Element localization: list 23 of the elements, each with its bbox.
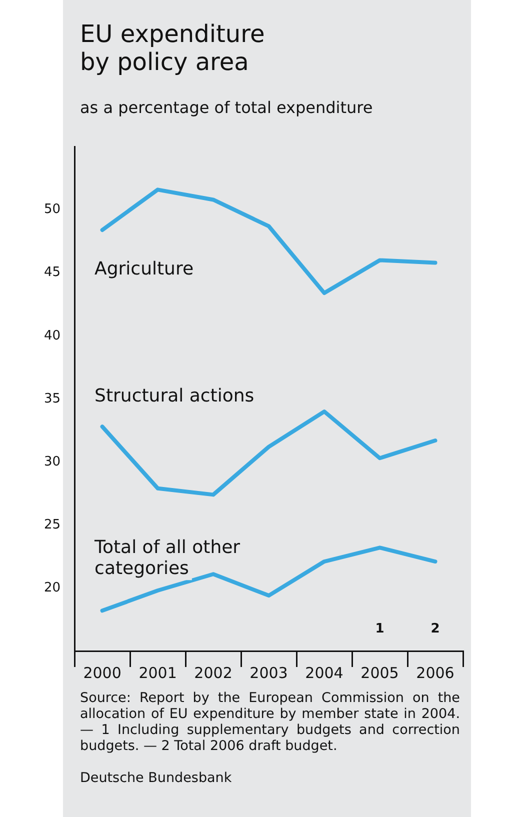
x-tick-label: 2000 xyxy=(83,664,122,682)
y-axis-title: as a percentage of total expenditure xyxy=(80,98,373,117)
y-tick-label: 35 xyxy=(44,391,61,406)
series-label: Structural actions xyxy=(94,385,254,406)
x-tick-label: 2003 xyxy=(250,664,288,682)
y-tick-label: 30 xyxy=(44,454,61,470)
y-tick-label: 45 xyxy=(44,265,61,280)
y-tick-label: 25 xyxy=(44,517,61,532)
series-label: Total of all other categories xyxy=(94,536,241,579)
y-tick-label: 50 xyxy=(44,202,61,218)
series-label: Agriculture xyxy=(94,258,194,280)
x-tick-label: 2006 xyxy=(416,664,454,682)
annotation: 2 xyxy=(430,621,440,636)
x-tick-label: 2002 xyxy=(194,664,232,682)
annotation: 1 xyxy=(375,621,384,636)
source-note: Source: Report by the European Commission on the allocation of EU expenditure by member state in 2004. — 1 Including supplementary budgets and correction budgets. — 2 Total 2006 draft budget. xyxy=(80,690,460,754)
y-tick-label: 20 xyxy=(44,580,61,596)
x-tick-label: 2001 xyxy=(138,664,177,682)
y-tick-label: 40 xyxy=(44,328,61,344)
text: Deutsche Bundesbank xyxy=(80,770,233,786)
x-tick-label: 2005 xyxy=(360,664,399,682)
x-tick-label: 2004 xyxy=(305,664,344,682)
chart-title: EU expenditure by policy area xyxy=(80,20,265,76)
